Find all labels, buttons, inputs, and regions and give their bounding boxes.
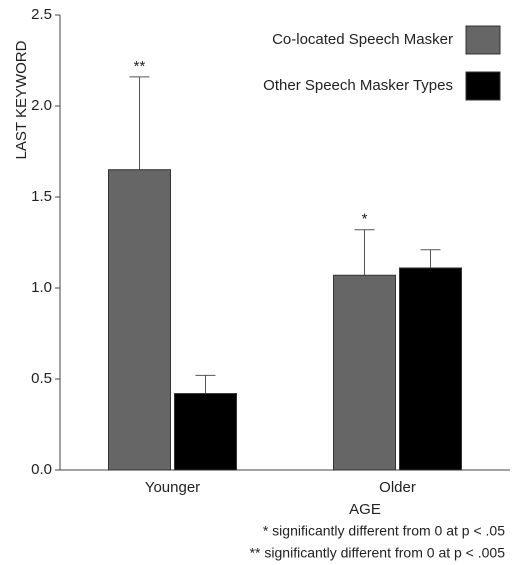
y-tick-label: 1.0 [31, 279, 52, 296]
legend-swatch [466, 72, 500, 100]
chart: LAST KEYWORD AGE * significantly differe… [0, 0, 517, 565]
y-tick-label: 2.5 [31, 6, 52, 23]
x-tick-label: Younger [145, 479, 200, 496]
legend-label: Other Speech Masker Types [263, 77, 453, 94]
x-axis-label: AGE [349, 501, 381, 518]
y-tick-label: 1.5 [31, 188, 52, 205]
legend-label: Co-located Speech Masker [272, 31, 453, 48]
y-axis-label: LAST KEYWORD [13, 40, 30, 159]
y-tick-label: 0.5 [31, 370, 52, 387]
bar [334, 275, 396, 470]
note: * significantly different from 0 at p < … [263, 523, 505, 539]
legend-swatch [466, 26, 500, 54]
bar [175, 394, 237, 470]
y-tick-label: 0.0 [31, 461, 52, 478]
note: ** significantly different from 0 at p <… [250, 545, 506, 561]
significance-marker: * [362, 211, 368, 228]
significance-marker: ** [134, 58, 146, 75]
bar [109, 170, 171, 470]
bar [400, 268, 462, 470]
y-tick-label: 2.0 [31, 97, 52, 114]
x-tick-label: Older [379, 479, 416, 496]
